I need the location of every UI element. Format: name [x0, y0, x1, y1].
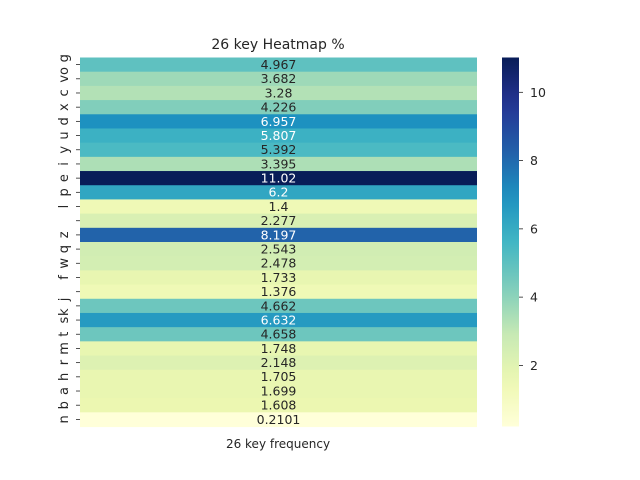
cell-value-label: 2.478 — [261, 256, 297, 271]
heatmap-cell — [80, 185, 477, 201]
heatmap-cell — [80, 114, 477, 130]
y-tick-label: c — [57, 89, 72, 96]
cell-value-label: 1.608 — [261, 398, 297, 413]
heatmap-cell — [80, 85, 477, 101]
y-tick-label: r — [57, 359, 72, 365]
cell-value-label: 4.226 — [261, 100, 297, 115]
heatmap-cell — [80, 284, 477, 300]
y-tick-label: l — [57, 205, 72, 209]
heatmap-cell — [80, 227, 477, 243]
y-tick-label: m — [57, 342, 72, 355]
heatmap-cell — [80, 156, 477, 172]
cell-value-label: 4.658 — [261, 327, 297, 342]
heatmap-cell — [80, 270, 477, 286]
colorbar-tick-label: 4 — [530, 290, 538, 305]
colorbar-tick-label: 6 — [530, 221, 538, 236]
cell-value-label: 1.733 — [261, 270, 297, 285]
heatmap-cell — [80, 171, 477, 186]
heatmap-cell — [80, 256, 477, 271]
heatmap-cell — [80, 412, 477, 428]
cell-value-label: 3.682 — [261, 71, 297, 86]
y-tick-label: j — [57, 298, 72, 303]
heatmap-cell — [80, 355, 477, 371]
cell-value-label: 2.148 — [261, 355, 297, 370]
cell-value-label: 1.376 — [261, 284, 297, 299]
cell-value-label: 1.748 — [261, 341, 297, 356]
y-tick-label: p — [57, 188, 72, 196]
heatmap-cell — [80, 128, 477, 144]
y-tick-label: x — [57, 103, 72, 111]
y-tick-label: z — [57, 231, 72, 238]
heatmap-cell — [80, 298, 477, 314]
y-tick-label: w — [57, 258, 72, 269]
y-tick-label: e — [57, 174, 72, 182]
colorbar-tick-label: 10 — [530, 85, 546, 100]
y-tick-label: s — [57, 316, 72, 323]
cell-value-label: 1.705 — [261, 369, 297, 384]
cell-value-label: 4.662 — [261, 298, 297, 313]
heatmap-cell — [80, 199, 477, 215]
heatmap-cell — [80, 312, 477, 328]
y-tick-label: y — [57, 146, 72, 154]
y-tick-label: h — [57, 373, 72, 381]
y-tick-label: g — [57, 54, 72, 62]
y-tick-label: d — [57, 117, 72, 125]
y-tick-label: a — [57, 387, 72, 395]
cell-value-label: 1.4 — [269, 199, 289, 214]
y-tick-label: i — [57, 162, 72, 166]
x-tick-label: 26 key frequency — [226, 437, 330, 451]
cell-value-label: 6.957 — [261, 114, 297, 129]
cell-value-label: 0.2101 — [257, 412, 301, 427]
heatmap-cell — [80, 398, 477, 413]
chart-title: 26 key Heatmap % — [211, 37, 344, 53]
y-tick-label: k — [57, 308, 72, 316]
cell-value-label: 11.02 — [261, 171, 297, 186]
y-tick-label: n — [57, 415, 72, 423]
cell-value-label: 5.807 — [261, 128, 297, 143]
heatmap-cell — [80, 369, 477, 385]
cell-value-label: 1.699 — [261, 383, 297, 398]
heatmap-cell — [80, 327, 477, 342]
heatmap-cell — [80, 341, 477, 357]
cell-value-label: 3.395 — [261, 156, 297, 171]
cell-value-label: 3.28 — [265, 85, 293, 100]
heatmap-cells: 4.9673.6823.284.2266.9575.8075.3923.3951… — [80, 57, 477, 428]
cell-value-label: 6.632 — [261, 312, 297, 327]
y-tick-label: u — [57, 131, 72, 139]
heatmap-cell — [80, 242, 477, 257]
cell-value-label: 5.392 — [261, 142, 297, 157]
colorbar-tick-label: 8 — [530, 153, 538, 168]
cell-value-label: 4.967 — [261, 57, 297, 72]
y-tick-label: f — [57, 275, 72, 280]
cell-value-label: 8.197 — [261, 227, 297, 242]
heatmap-cell — [80, 57, 477, 73]
y-tick-label: q — [57, 245, 72, 253]
colorbar-ticks: 2 4 6 8 10 — [519, 85, 546, 373]
heatmap-cell — [80, 100, 477, 115]
heatmap-cell — [80, 213, 477, 229]
colorbar — [502, 57, 519, 427]
y-tick-label: t — [57, 332, 72, 337]
y-tick-label: b — [57, 401, 72, 409]
y-tick-label: v — [57, 75, 72, 83]
heatmap-cell — [80, 71, 477, 87]
heatmap-cell — [80, 383, 477, 399]
cell-value-label: 6.2 — [269, 185, 289, 200]
cell-value-label: 2.277 — [261, 213, 297, 228]
y-tick-label: o — [57, 67, 72, 75]
colorbar-tick-label: 2 — [530, 358, 538, 373]
cell-value-label: 2.543 — [261, 241, 297, 256]
heatmap-cell — [80, 142, 477, 158]
